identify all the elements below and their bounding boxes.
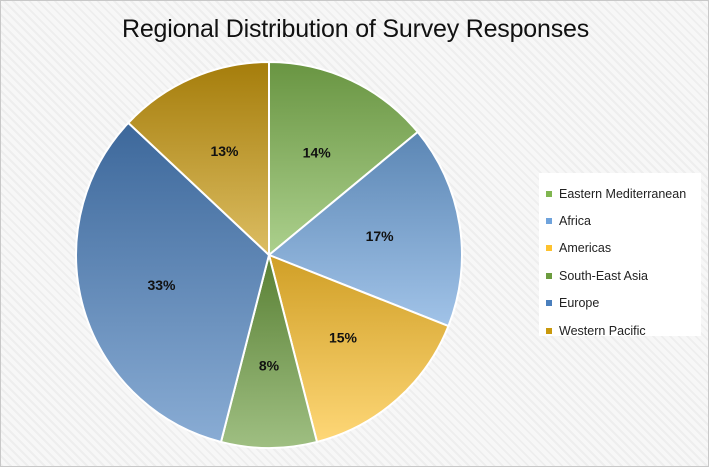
data-label-western-pacific: 13%	[210, 143, 239, 159]
data-label-africa: 17%	[366, 228, 395, 244]
legend-item-europe: Europe	[546, 290, 701, 317]
legend-label: Eastern Mediterranean	[559, 186, 687, 201]
pie-slice-americas	[267, 253, 450, 444]
legend-item-south-east-asia: South-East Asia	[546, 262, 701, 289]
legend-label: Africa	[559, 214, 591, 229]
legend-swatch	[546, 245, 552, 252]
legend-label: Americas	[559, 241, 612, 256]
legend-item-eastern-mediterranean: Eastern Mediterranean	[546, 180, 701, 207]
legend-swatch	[546, 300, 552, 307]
pie-slice-western-pacific	[126, 60, 270, 258]
legend-swatch	[546, 218, 552, 225]
legend-item-western-pacific: Western Pacific	[546, 317, 701, 344]
legend-label: Europe	[559, 296, 600, 311]
pie-slice-eastern-mediterranean	[268, 60, 420, 258]
data-label-europe: 33%	[147, 277, 176, 293]
legend-swatch	[546, 272, 552, 279]
legend-label: South-East Asia	[559, 268, 648, 283]
data-label-eastern-mediterranean: 14%	[303, 144, 332, 160]
data-label-americas: 15%	[329, 330, 358, 346]
legend-swatch	[546, 190, 552, 197]
legend: Eastern Mediterranean Africa Americas South…	[539, 173, 701, 338]
legend-swatch	[546, 327, 552, 334]
chart-title: Regional Distribution of Survey Response…	[121, 15, 590, 43]
legend-label: Western Pacific	[559, 323, 646, 338]
pie-slice-africa	[267, 130, 463, 328]
pie-slice-south-east-asia	[219, 254, 319, 449]
data-label-south-east-asia: 8%	[259, 358, 280, 374]
legend-item-americas: Americas	[546, 235, 701, 262]
legend-item-africa: Africa	[546, 207, 701, 234]
pie-slice-europe	[75, 121, 271, 444]
